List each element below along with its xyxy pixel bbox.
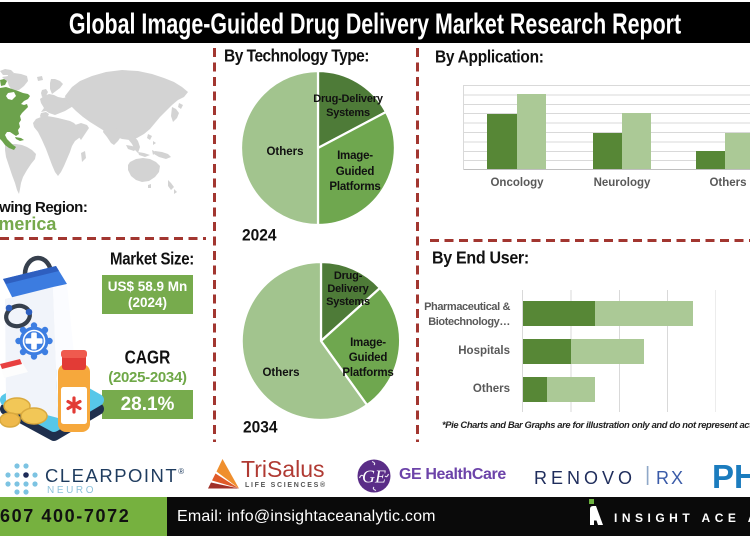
svg-text:GE: GE bbox=[362, 467, 386, 487]
